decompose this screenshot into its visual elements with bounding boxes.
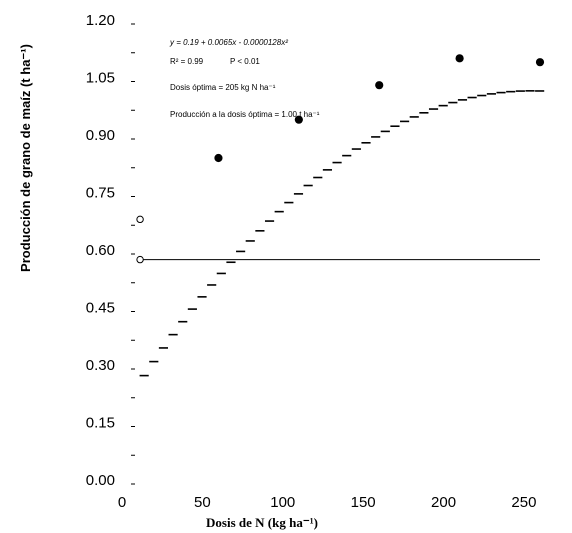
filled-data-point bbox=[294, 115, 303, 124]
r2-label: R² = 0.99 bbox=[170, 57, 204, 66]
y-tick-label: 1.05 bbox=[86, 70, 115, 87]
x-tick-label: 0 bbox=[118, 494, 126, 511]
x-axis: 0 50 100 150 200 250 bbox=[118, 494, 537, 511]
y-tick-label: 0.45 bbox=[86, 300, 115, 317]
x-tick-label: 250 bbox=[511, 494, 536, 511]
y-tick-label: 0.90 bbox=[86, 127, 115, 144]
filled-data-point bbox=[535, 58, 545, 67]
x-tick-label: 200 bbox=[431, 494, 456, 511]
annotations: y = 0.19 + 0.0065x - 0.0000128x² R² = 0.… bbox=[169, 38, 320, 119]
x-axis-title: Dosis de N (kg ha⁻¹) bbox=[206, 515, 318, 530]
y-tick-label: 1.20 bbox=[86, 12, 115, 29]
open-data-point bbox=[136, 215, 144, 224]
fit-curve-group bbox=[139, 90, 545, 377]
x-tick-label: 50 bbox=[194, 494, 211, 511]
filled-data-point bbox=[375, 81, 384, 90]
p-value-label: P < 0.01 bbox=[230, 57, 260, 66]
y-tick-label: 0.75 bbox=[86, 185, 115, 202]
optimal-dose-label: Dosis óptima = 205 kg N ha⁻¹ bbox=[170, 83, 276, 92]
open-data-point bbox=[136, 255, 144, 264]
x-tick-label: 150 bbox=[351, 494, 376, 511]
y-tick-label: 0.00 bbox=[86, 472, 115, 489]
equation-label: y = 0.19 + 0.0065x - 0.0000128x² bbox=[169, 38, 288, 47]
filled-data-point bbox=[214, 153, 223, 163]
y-axis: 0.00 0.15 0.30 0.45 0.60 0.75 0.90 1.05 1.20 bbox=[86, 12, 135, 489]
y-tick-label: 0.15 bbox=[86, 415, 115, 432]
y-tick-label: 0.30 bbox=[86, 357, 115, 374]
y-axis-title: Producción de grano de maíz (t ha⁻¹) bbox=[18, 44, 33, 272]
x-tick-label: 100 bbox=[270, 494, 295, 511]
y-tick-label: 0.60 bbox=[86, 242, 115, 259]
optimal-yield-label: Producción a la dosis óptima = 1.00 t ha… bbox=[170, 110, 320, 119]
filled-data-point bbox=[455, 54, 464, 63]
data-points-group bbox=[136, 54, 545, 264]
